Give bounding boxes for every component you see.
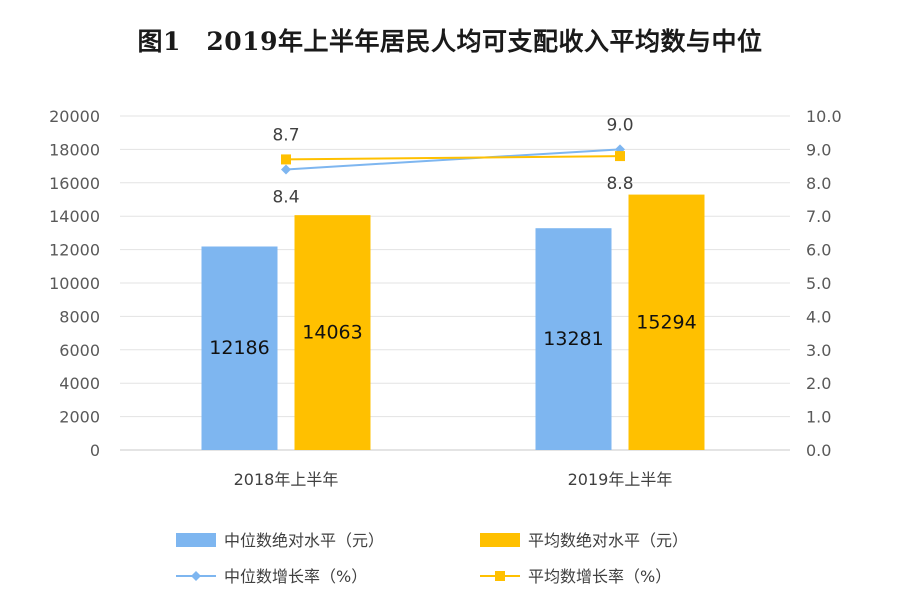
grid-layer: 0 2000 4000 6000 8000 10000 12000 14000 16000 180…	[49, 107, 842, 489]
y-left-tick-label: 6000	[59, 341, 100, 360]
legend-swatch	[480, 533, 520, 547]
legend-label: 平均数增长率（%）	[528, 567, 671, 586]
bar-data-label: 13281	[543, 328, 603, 350]
bar-data-label: 12186	[209, 337, 269, 359]
line-layer	[281, 144, 625, 175]
bar-layer	[201, 194, 705, 450]
y-right-tick-label: 2.0	[806, 374, 831, 393]
line-point-marker	[281, 164, 291, 175]
bar-data-label: 14063	[302, 322, 362, 344]
y-right-tick-label: 3.0	[806, 341, 831, 360]
line-data-label: 8.7	[272, 125, 299, 145]
legend-swatch	[176, 533, 216, 547]
legend-marker	[495, 571, 505, 581]
x-category-label: 2019年上半年	[568, 470, 673, 489]
series-line	[285, 155, 621, 161]
y-left-tick-label: 20000	[49, 107, 100, 126]
y-right-tick-label: 8.0	[806, 174, 831, 193]
y-left-tick-label: 8000	[59, 307, 100, 326]
y-right-tick-label: 7.0	[806, 207, 831, 226]
series-line	[285, 148, 621, 171]
y-right-tick-label: 6.0	[806, 241, 831, 260]
bar-data-label: 15294	[636, 311, 696, 333]
y-left-tick-label: 12000	[49, 241, 100, 260]
y-right-tick-label: 0.0	[806, 441, 831, 460]
line-point-marker	[615, 151, 625, 162]
y-left-tick-label: 14000	[49, 207, 100, 226]
line-data-label: 8.8	[606, 174, 633, 194]
legend-label: 中位数增长率（%）	[224, 567, 367, 586]
chart-title: 图1 2019年上半年居民人均可支配收入平均数与中位	[137, 27, 763, 56]
bar	[535, 228, 612, 450]
y-left-tick-label: 16000	[49, 174, 100, 193]
y-left-tick-label: 4000	[59, 374, 100, 393]
legend-marker	[191, 571, 201, 581]
y-right-tick-label: 10.0	[806, 107, 842, 126]
x-category-label: 2018年上半年	[234, 470, 339, 489]
line-data-label: 9.0	[606, 115, 633, 135]
y-right-tick-label: 4.0	[806, 307, 831, 326]
legend-label: 平均数绝对水平（元）	[528, 531, 688, 550]
label-layer: 12186 13281 14063 15294 8.4 9.0 8.7 8.8	[209, 115, 696, 359]
y-right-tick-label: 9.0	[806, 140, 831, 159]
line-point-marker	[281, 154, 291, 165]
y-left-tick-label: 10000	[49, 274, 100, 293]
bar	[201, 246, 278, 450]
legend-label: 中位数绝对水平（元）	[224, 531, 384, 550]
y-left-tick-label: 0	[90, 441, 100, 460]
y-left-tick-label: 2000	[59, 408, 100, 427]
line-data-label: 8.4	[272, 187, 299, 207]
bar	[628, 194, 705, 450]
y-right-tick-label: 5.0	[806, 274, 831, 293]
y-left-tick-label: 18000	[49, 140, 100, 159]
bar	[294, 215, 371, 450]
legend: 中位数绝对水平（元） 平均数绝对水平（元） 中位数增长率（%） 平均数增长率（%）	[176, 531, 688, 586]
y-right-tick-label: 1.0	[806, 408, 831, 427]
